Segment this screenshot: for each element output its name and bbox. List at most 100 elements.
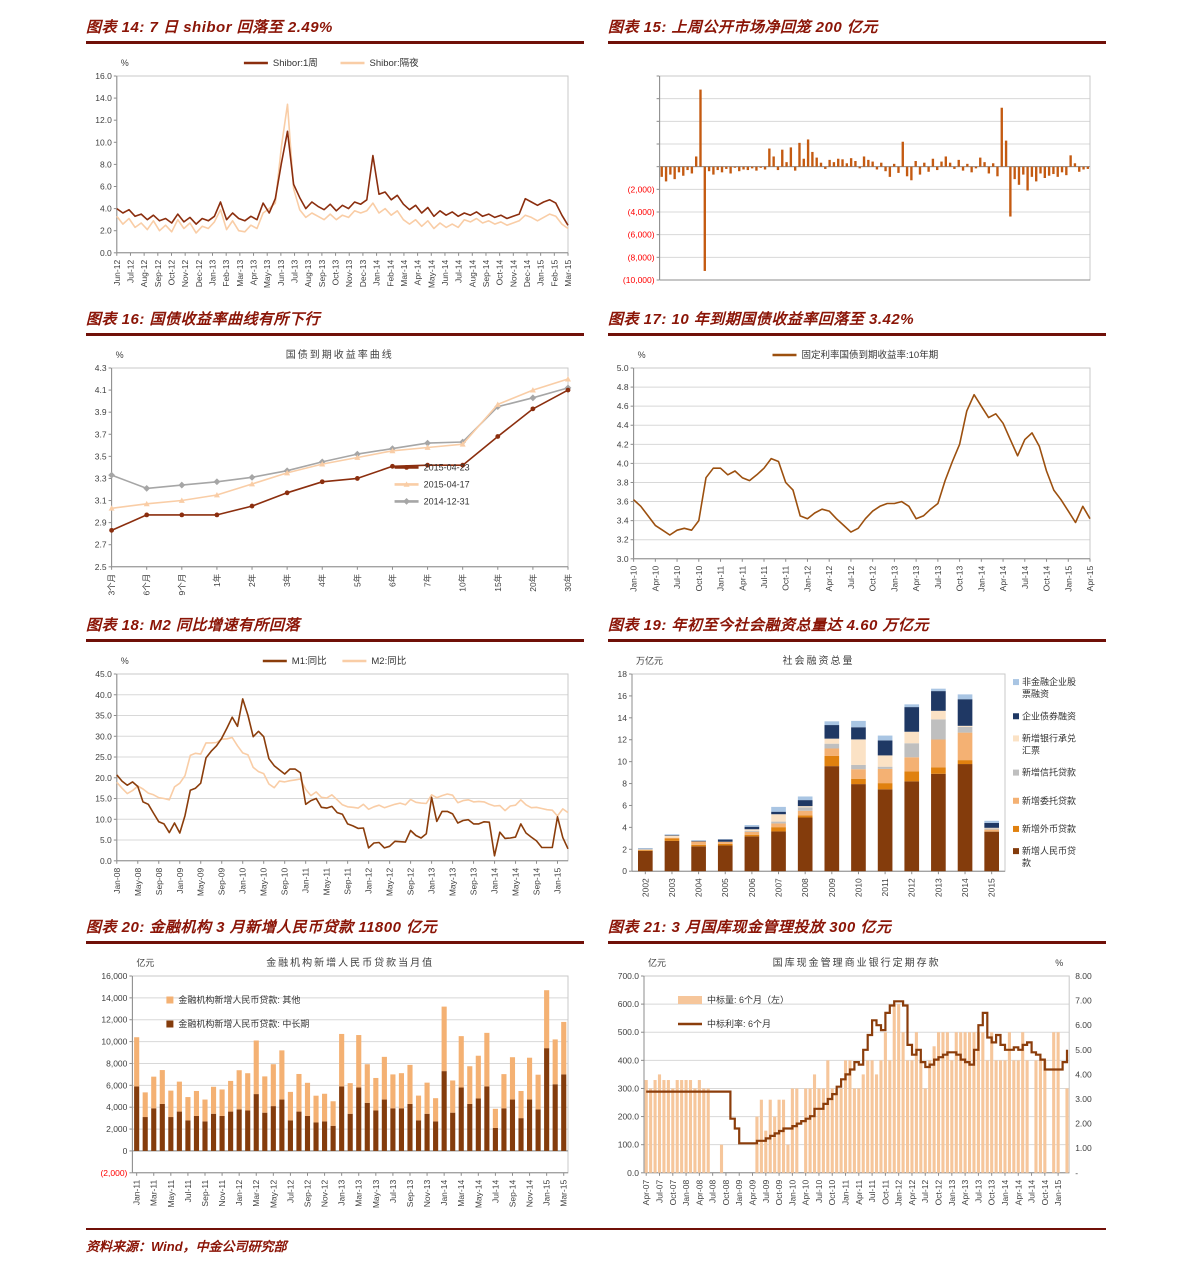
- svg-text:Mar-13: Mar-13: [235, 260, 245, 287]
- svg-text:Apr-11: Apr-11: [737, 566, 747, 591]
- svg-text:10.0: 10.0: [95, 814, 112, 824]
- svg-text:5.00: 5.00: [1075, 1045, 1092, 1055]
- svg-text:Apr-13: Apr-13: [960, 1180, 970, 1206]
- svg-text:Jul-10: Jul-10: [814, 1180, 824, 1203]
- svg-text:Jun-14: Jun-14: [440, 260, 450, 286]
- svg-text:Mar-14: Mar-14: [399, 260, 409, 287]
- svg-text:Oct-12: Oct-12: [166, 260, 176, 286]
- svg-text:Aug-14: Aug-14: [467, 260, 477, 288]
- svg-text:(8,000): (8,000): [628, 252, 655, 262]
- svg-text:Jan-15: Jan-15: [536, 260, 546, 286]
- svg-text:Jul-13: Jul-13: [290, 260, 300, 283]
- svg-text:Apr-11: Apr-11: [854, 1180, 864, 1205]
- svg-text:20年: 20年: [528, 573, 538, 591]
- svg-text:8: 8: [622, 779, 627, 789]
- svg-text:14: 14: [618, 713, 628, 723]
- svg-text:6个月: 6个月: [142, 574, 152, 596]
- svg-text:Jan-13: Jan-13: [889, 566, 899, 592]
- chart-19-title: 图表 19: 年初至今社会融资总量达 4.60 万亿元: [608, 612, 1106, 642]
- svg-text:30年: 30年: [563, 573, 573, 591]
- svg-text:Sep-12: Sep-12: [302, 1180, 312, 1208]
- svg-text:Oct-09: Oct-09: [774, 1180, 784, 1206]
- svg-text:Apr-12: Apr-12: [907, 1180, 917, 1206]
- svg-text:Jan-15: Jan-15: [1053, 1180, 1063, 1206]
- svg-text:Jul-12: Jul-12: [920, 1180, 930, 1203]
- svg-text:2005: 2005: [720, 878, 730, 897]
- svg-text:Jul-10: Jul-10: [672, 566, 682, 589]
- svg-text:(10,000): (10,000): [623, 275, 655, 285]
- svg-text:Jun-13: Jun-13: [276, 260, 286, 286]
- svg-text:4.6: 4.6: [617, 401, 629, 411]
- svg-text:May-13: May-13: [262, 260, 272, 289]
- svg-text:Oct-14: Oct-14: [495, 260, 505, 286]
- svg-text:2006: 2006: [747, 878, 757, 897]
- chart-18-svg: 0.05.010.015.020.025.030.035.040.045.0%J…: [86, 648, 580, 904]
- svg-text:4,000: 4,000: [106, 1102, 128, 1112]
- svg-text:40.0: 40.0: [95, 690, 112, 700]
- svg-text:18: 18: [618, 669, 628, 679]
- svg-text:Apr-14: Apr-14: [1013, 1180, 1023, 1206]
- svg-text:Nov-11: Nov-11: [217, 1180, 227, 1207]
- svg-text:亿元: 亿元: [136, 957, 154, 968]
- svg-text:3.1: 3.1: [95, 496, 107, 506]
- svg-text:Jul-14: Jul-14: [1027, 1180, 1037, 1203]
- svg-text:6: 6: [622, 800, 627, 810]
- svg-text:0.0: 0.0: [100, 248, 112, 258]
- svg-text:7.00: 7.00: [1075, 996, 1092, 1006]
- svg-text:金融机构新增人民币贷款: 中长期: 金融机构新增人民币贷款: 中长期: [178, 1018, 309, 1029]
- svg-text:Jun-12: Jun-12: [112, 260, 122, 286]
- svg-text:Jan-08: Jan-08: [112, 868, 122, 894]
- svg-text:Nov-12: Nov-12: [180, 260, 190, 288]
- svg-text:Jan-09: Jan-09: [734, 1180, 744, 1206]
- svg-text:Sep-11: Sep-11: [200, 1180, 210, 1207]
- chart-16-title: 图表 16: 国债收益率曲线有所下行: [86, 306, 584, 336]
- svg-text:Sep-09: Sep-09: [217, 868, 227, 896]
- svg-text:Mar-12: Mar-12: [251, 1180, 261, 1207]
- svg-text:4年: 4年: [317, 573, 327, 587]
- svg-text:3.3: 3.3: [95, 473, 107, 483]
- svg-text:Nov-13: Nov-13: [422, 1180, 432, 1208]
- svg-text:6.0: 6.0: [100, 182, 112, 192]
- svg-text:3.7: 3.7: [95, 429, 107, 439]
- svg-text:2008: 2008: [800, 878, 810, 897]
- svg-text:Jan-14: Jan-14: [1000, 1180, 1010, 1206]
- svg-text:May-12: May-12: [268, 1180, 278, 1209]
- svg-text:15.0: 15.0: [95, 794, 112, 804]
- svg-text:4.0: 4.0: [100, 204, 112, 214]
- svg-text:Jul-14: Jul-14: [490, 1180, 500, 1203]
- svg-text:2009: 2009: [827, 878, 837, 897]
- svg-text:Mar-14: Mar-14: [456, 1180, 466, 1207]
- svg-text:30.0: 30.0: [95, 731, 112, 741]
- svg-text:May-12: May-12: [385, 868, 395, 897]
- svg-text:Dec-14: Dec-14: [522, 260, 532, 288]
- svg-text:400.0: 400.0: [618, 1055, 640, 1065]
- svg-text:Jan-09: Jan-09: [175, 868, 185, 894]
- svg-text:4.00: 4.00: [1075, 1069, 1092, 1079]
- svg-text:500.0: 500.0: [618, 1027, 640, 1037]
- svg-text:Jan-13: Jan-13: [427, 868, 437, 894]
- svg-text:3.6: 3.6: [617, 497, 629, 507]
- svg-text:4.8: 4.8: [617, 382, 629, 392]
- svg-text:3.4: 3.4: [617, 516, 629, 526]
- chart-18-title: 图表 18: M2 同比增速有所回落: [86, 612, 584, 642]
- svg-text:M1:同比: M1:同比: [292, 655, 327, 667]
- svg-text:亿元: 亿元: [648, 957, 666, 968]
- svg-text:Dec-12: Dec-12: [194, 260, 204, 288]
- svg-text:Jul-13: Jul-13: [933, 566, 943, 589]
- svg-text:Jan-14: Jan-14: [439, 1180, 449, 1206]
- svg-text:Jan-11: Jan-11: [132, 1180, 142, 1206]
- svg-text:700.0: 700.0: [618, 971, 640, 981]
- svg-text:(4,000): (4,000): [628, 207, 655, 217]
- svg-text:8.0: 8.0: [100, 159, 112, 169]
- svg-text:新增外币贷款: 新增外币贷款: [1022, 823, 1076, 834]
- svg-text:企业债券融资: 企业债券融资: [1022, 710, 1076, 721]
- svg-text:2002: 2002: [640, 878, 650, 897]
- svg-text:0: 0: [123, 1146, 128, 1156]
- svg-text:Jul-11: Jul-11: [867, 1180, 877, 1203]
- svg-text:2.7: 2.7: [95, 540, 107, 550]
- svg-text:12.0: 12.0: [95, 115, 112, 125]
